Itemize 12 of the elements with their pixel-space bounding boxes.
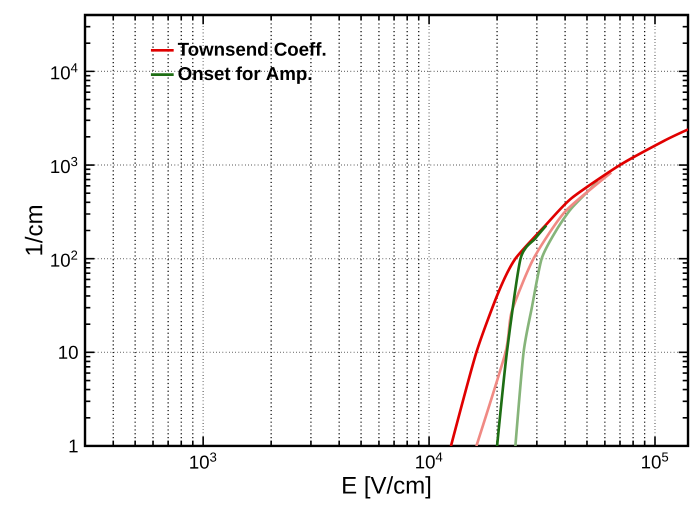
x-tick-label: 10$^{4}$ [416, 452, 442, 469]
y-tick-label: 10 [59, 346, 78, 359]
y-axis-title: 1/cm [24, 206, 42, 255]
x-axis-title: E [V/cm] [343, 476, 430, 498]
legend-label: Onset for Amp. [178, 66, 312, 84]
y-tick-label: 10$^{2}$ [51, 250, 78, 267]
y-tick-label: 1 [70, 440, 78, 452]
legend-label: Townsend Coeff. [178, 42, 326, 56]
x-tick-label: 10$^{5}$ [642, 452, 668, 469]
y-tick-label: 10$^{3}$ [51, 156, 78, 174]
y-tick-label: 10$^{4}$ [51, 63, 78, 80]
x-tick-label: 10$^{3}$ [190, 452, 216, 469]
